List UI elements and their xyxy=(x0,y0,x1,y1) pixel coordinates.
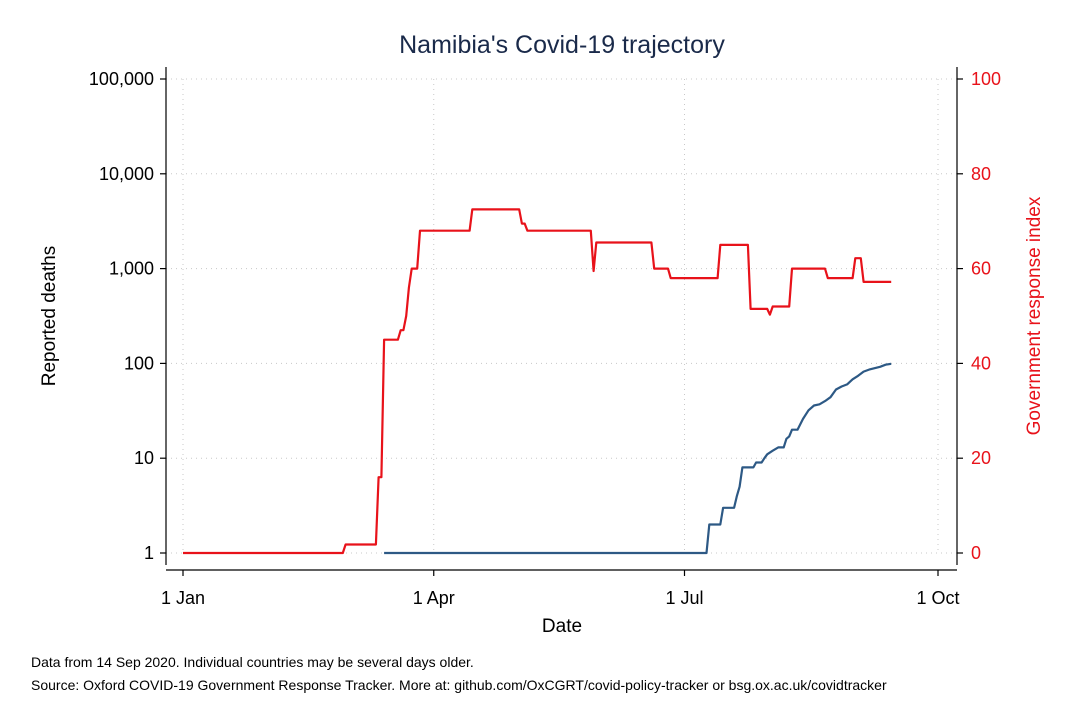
y-tick-right-label-5: 100 xyxy=(971,69,1001,89)
y-tick-left-label-3: 1,000 xyxy=(109,259,154,279)
y-axis-label-right: Government response index xyxy=(1024,196,1045,435)
y-tick-right-label-4: 80 xyxy=(971,164,991,184)
y-tick-right-label-3: 60 xyxy=(971,259,991,279)
source-note: Source: Oxford COVID-19 Government Respo… xyxy=(31,677,887,693)
axes xyxy=(160,67,963,576)
x-tick-label-2: 1 Jul xyxy=(665,588,703,608)
y-tick-right-label-1: 20 xyxy=(971,448,991,468)
tick-labels: 1 10 100 1,000 10,000 100,000 0 20 40 60 80 100 1 Ja… xyxy=(89,69,1001,608)
y-axis-label-left: Reported deaths xyxy=(39,246,60,387)
x-tick-label-3: 1 Oct xyxy=(916,588,959,608)
series-line-government-response-index xyxy=(183,208,892,555)
y-tick-left-label-2: 100 xyxy=(124,353,154,373)
chart-title: Namibia's Covid-19 trajectory xyxy=(399,31,725,59)
y-tick-right-label-2: 40 xyxy=(971,353,991,373)
y-tick-left-label-4: 10,000 xyxy=(99,164,154,184)
data-date-note: Data from 14 Sep 2020. Individual countr… xyxy=(31,654,474,670)
gridlines xyxy=(166,78,957,554)
x-tick-label-1: 1 Apr xyxy=(413,588,455,608)
y-tick-right-label-0: 0 xyxy=(971,543,981,563)
series-line-reported-deaths xyxy=(384,362,892,555)
x-axis-label: Date xyxy=(542,616,582,637)
y-tick-left-label-1: 10 xyxy=(134,448,154,468)
y-tick-left-label-0: 1 xyxy=(144,543,154,563)
series-lines xyxy=(183,208,892,555)
chart: Namibia's Covid-19 trajectory 1 10 100 1,00… xyxy=(39,31,1045,637)
x-tick-label-0: 1 Jan xyxy=(161,588,205,608)
y-tick-left-label-5: 100,000 xyxy=(89,69,154,89)
